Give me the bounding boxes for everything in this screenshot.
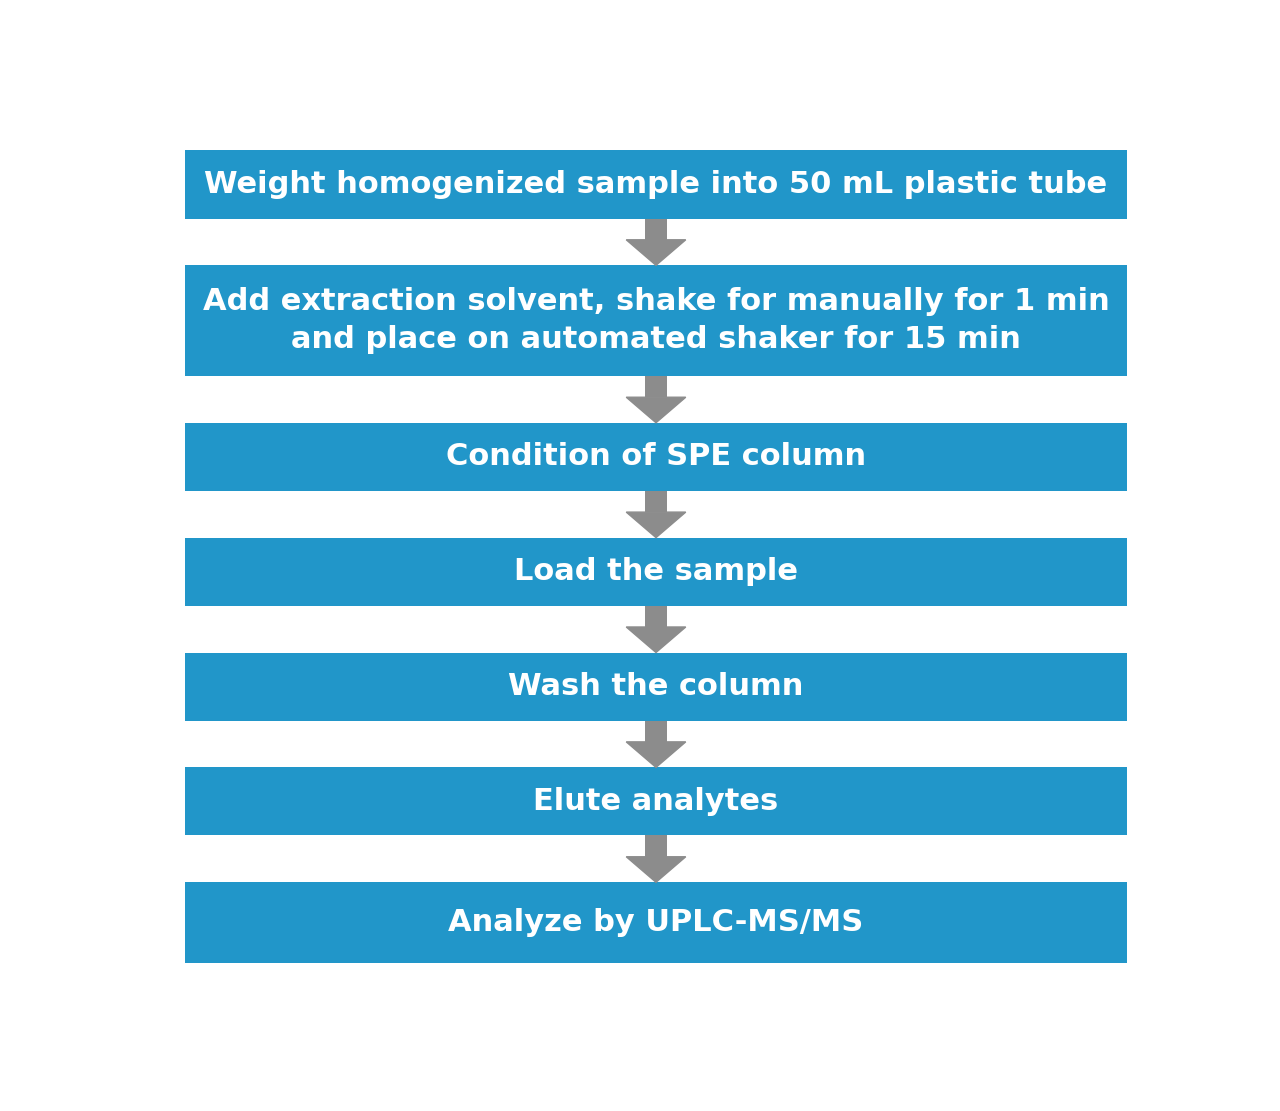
FancyBboxPatch shape [184,266,1128,376]
Text: Condition of SPE column: Condition of SPE column [445,442,867,471]
FancyBboxPatch shape [184,652,1128,721]
Bar [645,491,667,512]
Text: Add extraction solvent, shake for manually for 1 min
and place on automated shak: Add extraction solvent, shake for manual… [202,287,1110,354]
Polygon shape [626,742,686,768]
Polygon shape [626,512,686,538]
Text: Load the sample: Load the sample [515,558,797,587]
Text: Elute analytes: Elute analytes [534,787,778,815]
Bar [645,835,667,857]
Bar [645,721,667,742]
Bar [645,376,667,398]
FancyBboxPatch shape [184,768,1128,835]
Text: Analyze by UPLC-MS/MS: Analyze by UPLC-MS/MS [448,908,864,938]
FancyBboxPatch shape [184,423,1128,491]
FancyBboxPatch shape [184,882,1128,963]
Bar [645,605,667,627]
Bar [645,219,667,240]
Polygon shape [626,857,686,882]
Text: Wash the column: Wash the column [508,672,804,701]
Text: Weight homogenized sample into 50 mL plastic tube: Weight homogenized sample into 50 mL pla… [205,170,1107,199]
FancyBboxPatch shape [184,150,1128,219]
Polygon shape [626,627,686,652]
Polygon shape [626,240,686,266]
Polygon shape [626,398,686,423]
FancyBboxPatch shape [184,538,1128,605]
